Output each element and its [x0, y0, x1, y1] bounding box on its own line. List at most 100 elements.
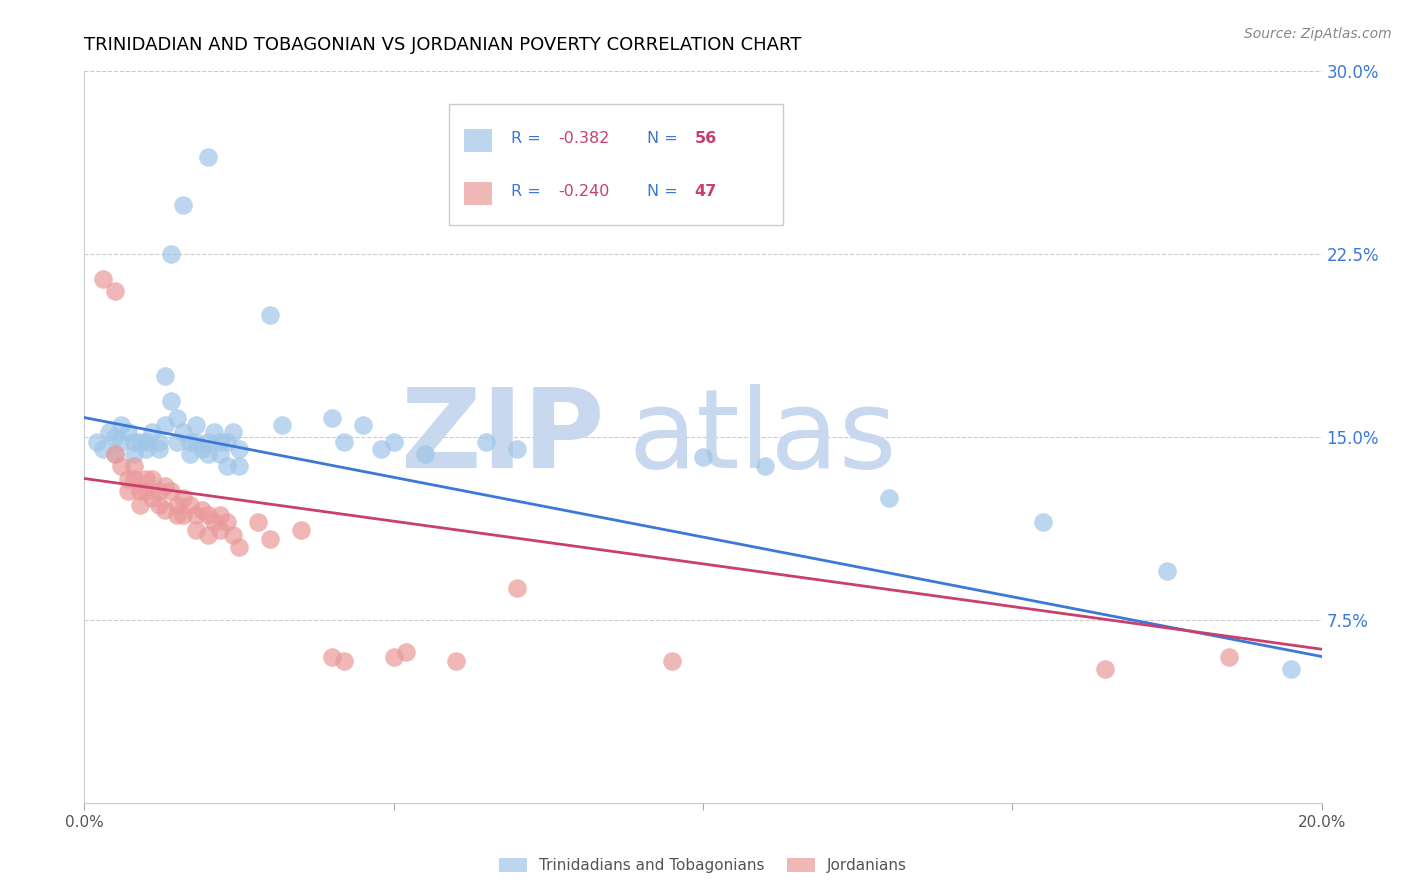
Point [117, 483, 139, 498]
FancyBboxPatch shape [464, 182, 492, 204]
Point [209, 523, 232, 537]
Point [370, 442, 392, 457]
Point [91, 442, 114, 457]
Point [86, 434, 108, 449]
Point [129, 434, 152, 449]
Text: -0.240: -0.240 [558, 184, 610, 199]
Point [179, 499, 201, 513]
Point [475, 434, 498, 449]
Point [215, 434, 238, 449]
FancyBboxPatch shape [464, 128, 492, 152]
Point [271, 417, 294, 432]
Point [166, 410, 188, 425]
Point [1279, 662, 1302, 676]
Point [321, 649, 343, 664]
Text: -0.382: -0.382 [558, 130, 610, 145]
Point [1218, 649, 1240, 664]
Point [148, 442, 170, 457]
Point [160, 483, 183, 498]
Point [160, 393, 183, 408]
Point [172, 491, 194, 505]
Point [222, 425, 245, 440]
Point [1156, 564, 1178, 578]
Point [692, 450, 714, 464]
Point [184, 434, 207, 449]
Point [122, 471, 145, 485]
Point [184, 508, 207, 522]
Point [129, 483, 152, 498]
Text: N =: N = [647, 130, 683, 145]
Point [172, 425, 194, 440]
Point [166, 508, 188, 522]
Point [148, 483, 170, 498]
Point [333, 434, 356, 449]
Point [197, 527, 219, 541]
Point [179, 447, 201, 461]
Point [661, 654, 683, 668]
Point [191, 503, 214, 517]
Point [382, 434, 405, 449]
Point [141, 425, 163, 440]
Point [259, 308, 281, 322]
Point [197, 150, 219, 164]
Text: 47: 47 [695, 184, 717, 199]
Point [110, 417, 132, 432]
Point [110, 434, 132, 449]
Text: R =: R = [512, 184, 546, 199]
Point [228, 459, 250, 474]
Point [395, 645, 418, 659]
Point [321, 410, 343, 425]
Point [166, 499, 188, 513]
Point [191, 442, 214, 457]
Point [506, 442, 529, 457]
Point [197, 447, 219, 461]
Point [141, 491, 163, 505]
Point [153, 503, 176, 517]
Point [202, 425, 225, 440]
Point [209, 434, 232, 449]
Point [184, 417, 207, 432]
Point [352, 417, 374, 432]
Legend: Trinidadians and Tobagonians, Jordanians: Trinidadians and Tobagonians, Jordanians [494, 852, 912, 880]
Point [135, 442, 157, 457]
Point [259, 533, 281, 547]
Point [172, 508, 194, 522]
Point [1094, 662, 1116, 676]
Text: 56: 56 [695, 130, 717, 145]
Point [148, 499, 170, 513]
Point [104, 447, 127, 461]
Point [877, 491, 900, 505]
Point [228, 442, 250, 457]
Point [222, 527, 245, 541]
Point [141, 471, 163, 485]
Point [135, 471, 157, 485]
Point [228, 540, 250, 554]
Point [153, 417, 176, 432]
Text: TRINIDADIAN AND TOBAGONIAN VS JORDANIAN POVERTY CORRELATION CHART: TRINIDADIAN AND TOBAGONIAN VS JORDANIAN … [84, 36, 801, 54]
Point [110, 459, 132, 474]
Point [91, 271, 114, 285]
Point [506, 581, 529, 595]
Point [122, 459, 145, 474]
Point [153, 479, 176, 493]
Point [104, 430, 127, 444]
Point [1032, 516, 1054, 530]
Point [333, 654, 356, 668]
Point [215, 459, 238, 474]
Point [135, 434, 157, 449]
Point [129, 499, 152, 513]
Text: ZIP: ZIP [401, 384, 605, 491]
Point [117, 425, 139, 440]
Point [202, 516, 225, 530]
Point [197, 508, 219, 522]
Point [117, 471, 139, 485]
Text: N =: N = [647, 184, 683, 199]
Text: R =: R = [512, 130, 546, 145]
Point [209, 447, 232, 461]
Point [104, 447, 127, 461]
Point [179, 434, 201, 449]
Point [160, 247, 183, 261]
Text: atlas: atlas [628, 384, 897, 491]
Point [104, 284, 127, 298]
Point [122, 447, 145, 461]
